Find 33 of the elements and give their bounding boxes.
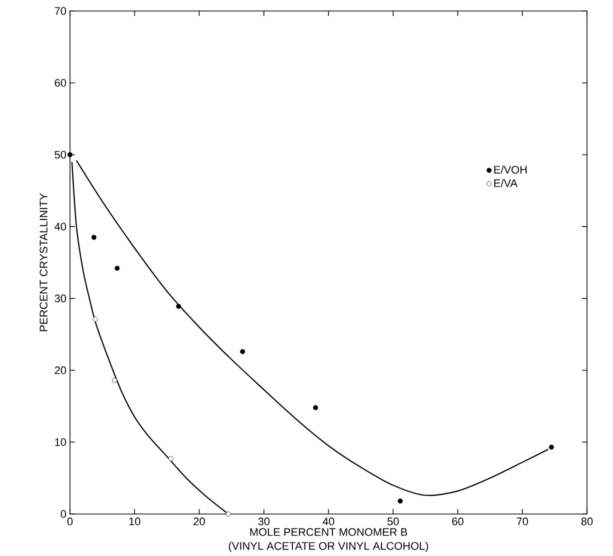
point (68, 152, 72, 158)
legend-label: E/VA (494, 178, 518, 188)
y-tick-label: 60 (54, 78, 66, 87)
x-tick-label: 50 (387, 518, 399, 526)
x-tick-label: 20 (194, 518, 205, 526)
y-tick-label: 0 (60, 510, 66, 518)
legend-label: E/VOH (494, 166, 527, 174)
x-tick-label: 10 (129, 518, 140, 526)
x-tick-label: 40 (322, 518, 334, 526)
point (240, 349, 246, 354)
y-tick-label: 20 (54, 366, 66, 374)
x-tick-label: 30 (258, 518, 270, 526)
y-tick-label: 70 (54, 7, 66, 15)
x-tick-label: 70 (516, 518, 528, 526)
y-tick-label: 10 (55, 438, 66, 446)
point (398, 498, 403, 504)
point (548, 444, 554, 450)
point (226, 512, 231, 516)
point (92, 316, 98, 322)
x-tick-label: 60 (452, 518, 464, 526)
point (91, 234, 96, 240)
point (176, 304, 182, 309)
y-tick-label: 50 (54, 150, 66, 159)
y-tick-label: 30 (54, 294, 66, 302)
point (112, 378, 118, 383)
x-tick-label: 0 (67, 518, 73, 526)
y-tick-label: 40 (54, 222, 66, 230)
x-tick-label: 80 (581, 518, 593, 526)
point (313, 405, 318, 410)
point (168, 456, 174, 462)
point (114, 266, 120, 271)
x-axis-title: MOLE PERCENT MONOMER B (VINYL ACETATE OR VINYL ALCOHOL) (228, 528, 428, 552)
y-axis-title: PERCENT CRYSTALLINITY (40, 193, 48, 332)
